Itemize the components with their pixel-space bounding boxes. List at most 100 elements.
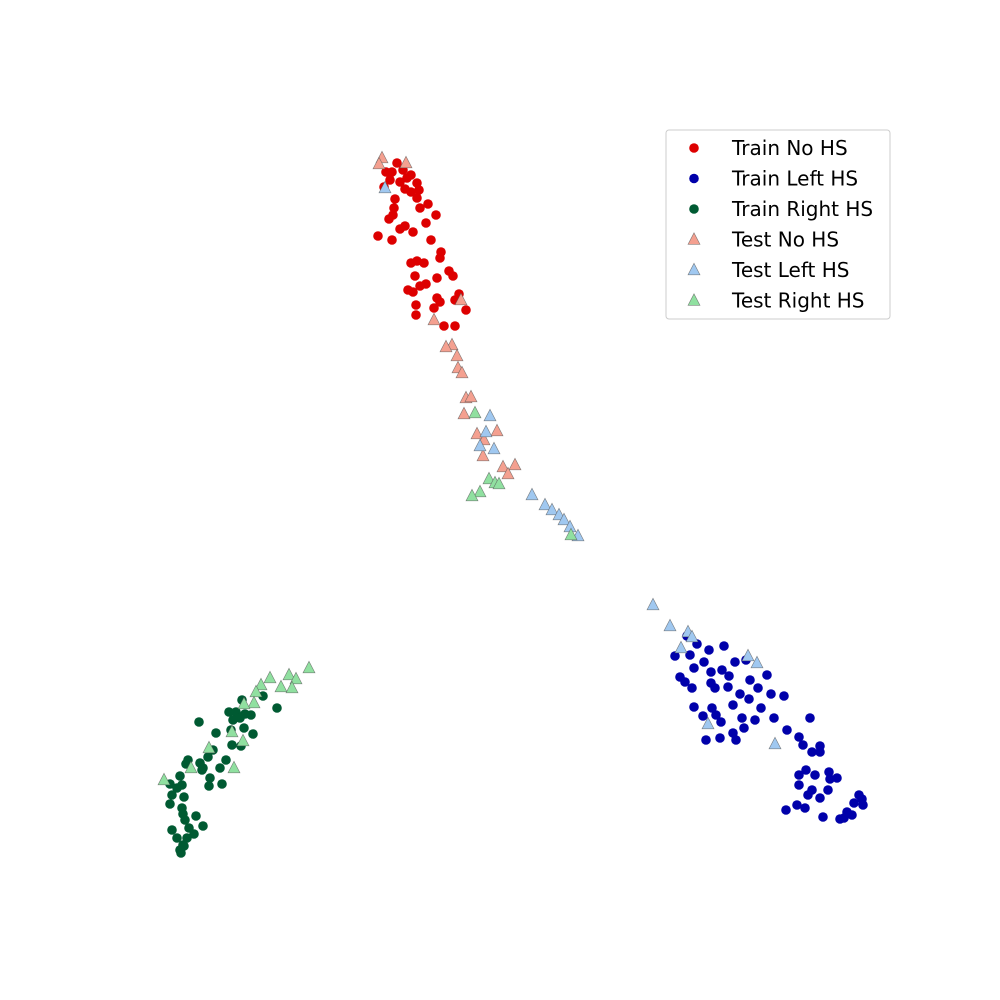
train-left-hs-point-21 <box>753 683 763 693</box>
train-left-hs-point-51 <box>810 770 820 780</box>
train-left-hs-point-22 <box>735 689 745 699</box>
test-left-hs-point-17 <box>741 648 755 662</box>
train-left-hs-point-46 <box>807 747 817 757</box>
train-right-hs-point-13 <box>248 729 258 739</box>
legend-marker-train-left-hs <box>689 173 699 184</box>
train-no-hs-point-5 <box>406 170 416 180</box>
train-left-hs-point-54 <box>794 780 804 790</box>
legend-entry-test-left-hs: Test Left HS <box>687 258 849 282</box>
train-right-hs-point-40 <box>167 825 177 835</box>
train-no-hs-point-42 <box>435 297 445 307</box>
train-no-hs-point-47 <box>461 305 471 315</box>
train-left-hs-point-4 <box>685 650 695 660</box>
test-left-hs-point-6 <box>538 497 552 511</box>
train-right-hs-point-23 <box>215 763 225 773</box>
test-left-hs-point-9 <box>557 512 571 526</box>
legend-marker-train-right-hs <box>689 204 699 214</box>
test-right-hs-point-8 <box>263 670 277 684</box>
test-left-hs-point-2 <box>479 424 493 438</box>
train-left-hs-point-7 <box>699 657 709 667</box>
train-no-hs-point-23 <box>395 224 405 234</box>
train-left-hs-point-57 <box>803 790 813 800</box>
train-no-hs-point-13 <box>412 193 422 203</box>
legend-entry-train-left-hs: Train Left HS <box>689 167 858 191</box>
train-no-hs-point-25 <box>373 231 383 241</box>
test-left-hs-point-5 <box>525 487 539 501</box>
train-left-hs-point-32 <box>750 715 760 725</box>
test-left-hs-point-18 <box>750 655 764 669</box>
train-left-hs-point-5 <box>670 651 680 661</box>
test-left-hs-point-12 <box>646 597 660 611</box>
test-right-hs-point-19 <box>236 733 250 747</box>
train-left-hs-point-28 <box>728 700 738 710</box>
test-right-hs-point-10 <box>289 671 303 685</box>
test-right-hs-point-9 <box>282 667 296 681</box>
train-no-hs-point-48 <box>411 310 421 320</box>
train-left-hs-point-39 <box>782 725 792 735</box>
test-no-hs-point-2 <box>399 155 413 169</box>
train-right-hs-point-9 <box>246 710 256 720</box>
test-no-hs-point-16 <box>476 448 490 462</box>
train-right-hs-point-35 <box>165 799 175 809</box>
train-right-hs-point-48 <box>179 841 189 851</box>
train-left-hs-point-65 <box>858 800 868 810</box>
train-left-hs-point-30 <box>711 710 721 720</box>
train-right-hs-point-43 <box>172 833 182 843</box>
train-left-hs-point-42 <box>731 735 741 745</box>
train-left-hs-point-25 <box>779 691 789 701</box>
test-right-hs-point-4 <box>473 484 487 498</box>
train-left-hs-point-15 <box>762 670 772 680</box>
train-right-hs-point-25 <box>175 771 185 781</box>
test-left-hs-point-7 <box>545 502 559 516</box>
train-no-hs-point-32 <box>435 253 445 263</box>
train-no-hs-point-36 <box>448 271 458 281</box>
train-no-hs-point-20 <box>384 214 394 224</box>
train-right-hs-point-26 <box>205 773 215 783</box>
train-no-hs-point-50 <box>450 321 460 331</box>
train-right-hs-point-32 <box>167 790 177 800</box>
train-no-hs-point-30 <box>406 258 416 268</box>
train-no-hs-point-6 <box>385 175 395 185</box>
test-no-hs-point-18 <box>508 457 522 471</box>
train-no-hs-point-7 <box>395 177 405 187</box>
train-right-hs-point-15 <box>227 740 237 750</box>
legend-label-train-left-hs: Train Left HS <box>731 167 858 191</box>
test-right-hs-point-1 <box>482 471 496 485</box>
test-no-hs-point-15 <box>490 423 504 437</box>
train-right-hs-point-24 <box>197 765 207 775</box>
train-right-hs-point-20 <box>203 752 213 762</box>
train-left-hs-point-23 <box>766 689 776 699</box>
test-right-hs-point-20 <box>157 772 171 786</box>
legend-entry-test-no-hs: Test No HS <box>687 228 839 252</box>
train-no-hs-point-24 <box>408 227 418 237</box>
train-no-hs-point-2 <box>387 167 397 177</box>
legend-entry-train-right-hs: Train Right HS <box>689 197 873 221</box>
legend-label-test-no-hs: Test No HS <box>731 228 839 252</box>
test-no-hs-point-12 <box>457 406 471 420</box>
test-left-hs-point-15 <box>685 629 699 643</box>
train-right-hs-point-2 <box>224 707 234 717</box>
train-left-hs-point-18 <box>687 683 697 693</box>
legend-label-train-right-hs: Train Right HS <box>731 197 873 221</box>
train-no-hs-point-15 <box>423 199 433 209</box>
test-left-hs-point-1 <box>483 408 497 422</box>
train-right-hs-point-33 <box>179 792 189 802</box>
train-right-hs-point-42 <box>189 829 199 839</box>
train-left-hs-point-68 <box>847 810 857 820</box>
train-left-hs-point-37 <box>739 723 749 733</box>
train-right-hs-point-31 <box>204 781 214 791</box>
train-left-hs-point-44 <box>798 740 808 750</box>
train-left-hs-point-52 <box>825 774 835 784</box>
train-no-hs-point-22 <box>421 218 431 228</box>
train-left-hs-point-47 <box>815 747 825 757</box>
train-left-hs-point-62 <box>792 800 802 810</box>
test-no-hs-point-7 <box>450 348 464 362</box>
train-left-hs-point-9 <box>689 663 699 673</box>
train-left-hs-point-27 <box>707 703 717 713</box>
train-right-hs-point-11 <box>239 723 249 733</box>
legend-marker-train-no-hs <box>689 143 699 153</box>
train-no-hs-point-0 <box>392 158 402 168</box>
train-left-hs-point-19 <box>710 683 720 693</box>
test-no-hs-point-6 <box>439 339 453 353</box>
train-left-hs-point-34 <box>769 713 779 723</box>
